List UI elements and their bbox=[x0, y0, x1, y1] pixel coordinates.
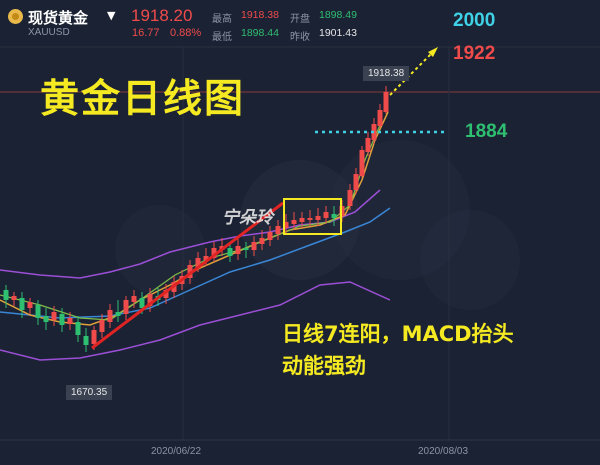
candle-body bbox=[307, 218, 313, 220]
target-top-level: 2000 bbox=[453, 10, 496, 31]
chart-title: 黄金日线图 bbox=[40, 77, 246, 122]
candle-body bbox=[107, 310, 113, 322]
high-label: 最高 bbox=[212, 14, 232, 25]
candle-body bbox=[275, 226, 281, 234]
projection-arrow bbox=[389, 51, 434, 96]
candle-body bbox=[267, 232, 273, 240]
candle-body bbox=[251, 242, 257, 250]
candle-body bbox=[235, 246, 241, 254]
candle-body bbox=[147, 294, 153, 306]
candle-body bbox=[75, 322, 81, 335]
candle-body bbox=[51, 312, 57, 320]
candle-body bbox=[291, 220, 297, 224]
annotation-line-1: 日线7连阳，MACD抬头 bbox=[282, 322, 514, 346]
candle-body bbox=[91, 330, 97, 344]
candle-body bbox=[115, 312, 121, 316]
ma-green bbox=[0, 124, 381, 321]
instrument-symbol: XAUUSD bbox=[28, 27, 70, 38]
arrow-head-icon bbox=[428, 47, 438, 57]
candle-body bbox=[383, 92, 389, 112]
quote-header: 现货黄金 ▼ XAUUSD 1918.20 16.77 0.88% 最高 191… bbox=[0, 0, 600, 46]
candle-body bbox=[315, 216, 321, 220]
candle-body bbox=[83, 336, 89, 345]
candle-body bbox=[203, 256, 209, 260]
date-label: 2020/06/22 bbox=[151, 446, 202, 457]
low-price-tag: 1670.35 bbox=[66, 385, 113, 400]
candle-body bbox=[59, 314, 65, 325]
candle-body bbox=[19, 298, 25, 310]
price-change-pct: 0.88% bbox=[170, 27, 202, 39]
candle-body bbox=[99, 320, 105, 332]
candle-body bbox=[131, 296, 137, 302]
candle-body bbox=[11, 296, 17, 300]
target-mid-level: 1922 bbox=[453, 43, 496, 64]
support-level: 1884 bbox=[465, 121, 508, 142]
date-label: 2020/08/03 bbox=[418, 446, 469, 457]
prev-close-label: 昨收 bbox=[290, 32, 310, 43]
candle-body bbox=[67, 318, 73, 324]
consolidation-box bbox=[283, 198, 342, 235]
candle-body bbox=[3, 290, 9, 300]
ma-purple-lower bbox=[0, 281, 391, 361]
candle-body bbox=[123, 300, 129, 314]
candle-body bbox=[27, 302, 33, 308]
candle-body bbox=[35, 305, 41, 318]
ma-blue bbox=[0, 207, 391, 319]
candle-body bbox=[353, 174, 359, 190]
ma-orange bbox=[0, 111, 389, 326]
prev-close-value: 1901.43 bbox=[319, 27, 357, 39]
candle-body bbox=[259, 238, 265, 244]
candle-body bbox=[331, 214, 337, 218]
candle-body bbox=[359, 150, 365, 176]
candle-body bbox=[211, 248, 217, 258]
candle-body bbox=[163, 290, 169, 298]
candle-body bbox=[139, 298, 145, 308]
candle-body bbox=[43, 316, 49, 322]
high-value: 1918.38 bbox=[241, 9, 279, 21]
open-value: 1898.49 bbox=[319, 9, 357, 21]
low-label: 最低 bbox=[212, 32, 232, 43]
chevron-down-icon[interactable]: ▼ bbox=[107, 9, 116, 22]
candle-body bbox=[283, 222, 289, 228]
watermark: 宁朵玲 bbox=[222, 208, 273, 228]
candle-body bbox=[227, 248, 233, 256]
candle-body bbox=[323, 212, 329, 218]
last-price: 1918.20 bbox=[131, 6, 193, 25]
annotation-line-2: 动能强劲 bbox=[282, 354, 366, 378]
trend-line bbox=[91, 201, 284, 350]
candle-body bbox=[299, 218, 305, 222]
gold-coin-icon bbox=[8, 9, 23, 24]
low-value: 1898.44 bbox=[241, 27, 279, 39]
open-label: 开盘 bbox=[290, 14, 310, 25]
candle-body bbox=[377, 110, 383, 126]
candle-body bbox=[347, 190, 353, 206]
candle-body bbox=[243, 248, 249, 250]
instrument-name[interactable]: 现货黄金 bbox=[28, 9, 89, 27]
candle-body bbox=[187, 265, 193, 278]
candle-body bbox=[365, 138, 371, 152]
price-change: 16.77 bbox=[132, 27, 160, 39]
high-price-tag: 1918.38 bbox=[363, 66, 410, 81]
candle-body bbox=[195, 258, 201, 268]
